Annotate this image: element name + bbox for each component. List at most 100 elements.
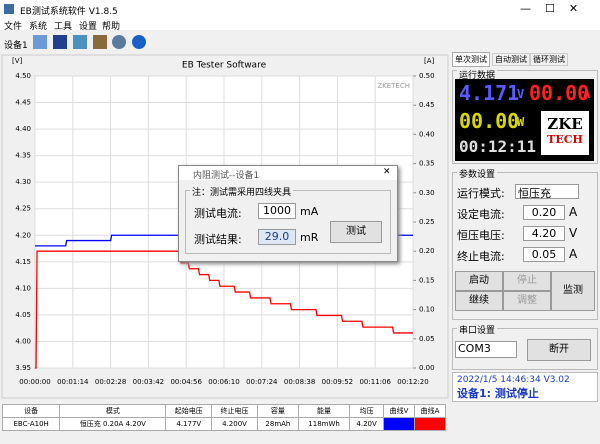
status-state: 设备1: 测试停止 [457,387,539,400]
menu-item[interactable]: 工具 [54,22,73,32]
x-tick-label: 00:04:56 [170,378,202,386]
field-label: 测试结果: [194,233,242,246]
menu-item[interactable]: 文件 [4,22,23,32]
table-header: 设备 模式 起始电压 终止电压 容量 能量 均压 曲线V 曲线A [1,404,446,418]
field-label: 测试电流: [194,207,242,220]
header-cell: 终止电压 [211,404,258,418]
series-line [35,250,413,369]
continue-button[interactable]: 继续 [455,291,503,311]
cell: 28mAh [256,417,299,431]
port-select[interactable]: COM3 [455,341,517,358]
tool-icon[interactable] [53,35,67,49]
voltage-unit: V [517,87,525,101]
x-tick-label: 00:03:42 [133,378,164,386]
tab[interactable]: 自动测试 [492,53,530,66]
dialog-title-bar: 内阻测试--设备1 ✕ [179,166,397,181]
menu-item[interactable]: 设置 [79,22,98,32]
device-label: 设备1 [4,41,28,51]
current-input[interactable]: 1000 [258,203,296,219]
y2-tick-label: 0.05 [419,335,435,343]
header-cell: 能量 [297,404,351,418]
x-tick-label: 00:08:38 [284,378,315,386]
watermark: ZKETECH [377,82,410,90]
cell: 4.200V [211,417,258,431]
x-tick-label: 00:12:20 [397,378,428,386]
tool-icon[interactable] [73,35,87,49]
serial-group: 串口设置 COM3 断开 [452,323,598,370]
status-box: 2022/1/5 14:46:34 V3.02 设备1: 测试停止 [452,372,598,402]
header-cell: 容量 [256,404,299,418]
x-tick-label: 00:06:10 [208,378,239,386]
x-tick-label: 00:11:06 [359,378,391,386]
menu-item[interactable]: 帮助 [102,22,121,32]
y2-tick-label: 0.35 [419,160,435,168]
group-title: 运行数据 [457,68,498,81]
params-group: 参数设置 运行模式: 恒压充 设定电流: 0.20 A 恒压电压: 4.20 V… [452,167,598,320]
y2-tick-label: 0.20 [419,247,435,255]
menu-item[interactable]: 系统 [29,22,48,32]
adjust-button[interactable]: 调整 [503,291,551,311]
header-cell: 模式 [59,404,167,418]
tool-icon[interactable] [112,35,126,49]
param-label: 运行模式: [457,187,505,200]
param-unit: A [569,247,578,261]
y2-tick-label: 0.50 [419,72,435,80]
mode-select[interactable]: 恒压充 [515,184,579,200]
y-tick-label: 4.50 [15,72,31,80]
disconnect-button[interactable]: 断开 [527,339,591,361]
param-label: 设定电流: [457,208,505,221]
y2-tick-label: 0.40 [419,130,435,138]
group-title: 参数设置 [457,167,498,180]
y-tick-label: 4.25 [15,205,31,213]
tab[interactable]: 循环测试 [530,53,568,66]
dialog-close[interactable]: ✕ [383,167,391,177]
param-unit: V [569,226,578,240]
param-unit: A [569,205,578,219]
dialog-note: 注：测试需采用四线夹具 [190,185,294,198]
header-cell: 曲线V [383,404,415,418]
y-tick-label: 4.45 [15,99,31,107]
y-tick-label: 4.15 [15,258,31,266]
param-input[interactable]: 0.05 [523,247,565,262]
voltage-display: 4.171 [459,81,520,105]
header-cell: 均压 [349,404,384,418]
y2-tick-label: 0.00 [419,364,435,372]
time-display: 00:12:11 [459,137,537,156]
run-data-group: 运行数据 4.171 V 00.00 A 00.00 W 00:12:11 ZK… [452,68,598,164]
dialog-group: 注：测试需采用四线夹具 测试电流: 1000 mA 测试结果: 29.0 mR … [185,185,391,254]
x-tick-label: 00:02:28 [95,378,126,386]
y-tick-label: 3.95 [15,364,31,372]
dialog-title: 内阻测试--设备1 [193,171,260,181]
power-display: 00.00 [459,109,520,133]
y-tick-label: 4.20 [15,231,31,239]
cell: 4.177V [165,417,213,431]
tool-icon[interactable] [33,35,47,49]
param-input[interactable]: 0.20 [523,205,565,220]
logo-top: ZKE [547,115,583,133]
curve-color [414,417,446,431]
header-cell: 曲线A [414,404,446,418]
result-value: 29.0 [258,229,296,245]
toolbar: 设备1 [0,32,600,52]
tool-icon[interactable] [132,35,146,49]
monitor-button[interactable]: 监测 [551,271,595,311]
stop-button[interactable]: 停止 [503,271,551,291]
menu-bar: 文件 系统 工具 设置 帮助 [0,18,600,32]
curve-color [383,417,415,431]
y-tick-label: 4.30 [15,178,31,186]
header-cell: 设备 [1,404,61,418]
y2-unit: [A] [424,57,435,65]
app-icon [4,4,14,14]
tool-icon[interactable] [93,35,107,49]
table-row: EBC-A10H 恒压充 0.20A 4.20V 4.177V 4.200V 28mAh… [1,417,446,431]
header-cell: 起始电压 [165,404,213,418]
param-label: 终止电流: [457,250,505,263]
test-button[interactable]: 测试 [330,221,382,243]
param-input[interactable]: 4.20 [523,226,565,241]
chart-title: EB Tester Software [182,61,267,71]
start-button[interactable]: 启动 [455,271,503,291]
x-tick-label: 00:00:00 [19,378,50,386]
window-controls[interactable]: — ☐ ✕ [520,2,579,15]
tab[interactable]: 单次测试 [452,52,490,67]
logo: ZKE TECH [541,111,589,155]
